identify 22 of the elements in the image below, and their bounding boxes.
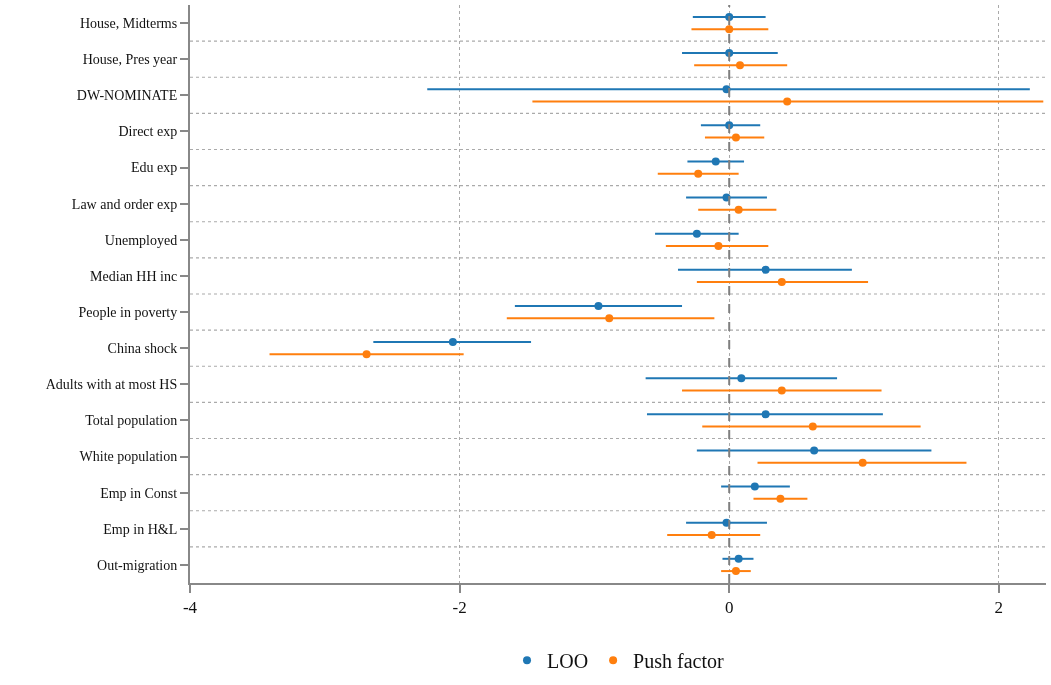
y-tick-label: Emp in Const xyxy=(100,485,178,501)
x-tick-label: 2 xyxy=(994,598,1004,618)
y-tick-label: Total population xyxy=(85,413,178,429)
y-tick-label: People in poverty xyxy=(78,304,178,320)
y-tick-label: Law and order exp xyxy=(71,196,178,212)
y-tick-label: China shock xyxy=(107,341,178,357)
y-tick-label: Edu exp xyxy=(130,160,178,176)
y-tick-label: Emp in H&L xyxy=(103,521,178,537)
y-tick-label: Direct exp xyxy=(118,124,178,140)
y-tick-label: Median HH inc xyxy=(90,268,178,284)
legend-label: Push factor xyxy=(633,650,724,673)
legend-label: LOO xyxy=(547,650,589,673)
y-tick-label: White population xyxy=(79,449,178,465)
y-tick-label: House, Pres year xyxy=(82,52,178,68)
x-tick-label: -4 xyxy=(182,598,198,618)
x-tick-label: -2 xyxy=(452,598,467,618)
y-tick-label: Out-migration xyxy=(97,557,178,573)
y-tick-label: Adults with at most HS xyxy=(45,377,178,393)
x-tick-label: 0 xyxy=(724,598,734,618)
y-tick-label: Unemployed xyxy=(104,232,178,248)
y-tick-label: DW-NOMINATE xyxy=(76,88,178,104)
y-tick-label: House, Midterms xyxy=(79,15,178,31)
